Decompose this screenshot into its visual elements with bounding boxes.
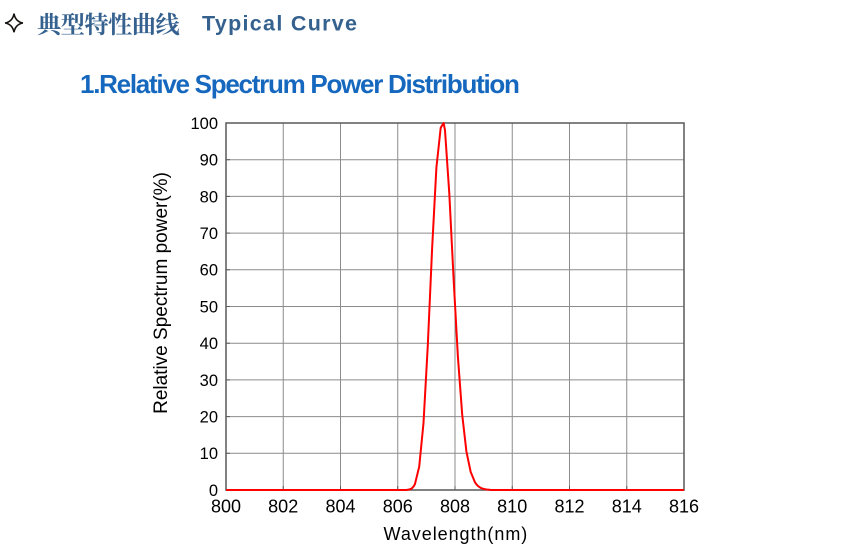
svg-text:50: 50 xyxy=(200,298,218,316)
svg-text:40: 40 xyxy=(200,335,218,353)
svg-text:30: 30 xyxy=(200,372,218,390)
svg-text:802: 802 xyxy=(268,496,298,516)
svg-text:804: 804 xyxy=(325,496,355,516)
svg-text:806: 806 xyxy=(383,496,413,516)
svg-text:10: 10 xyxy=(200,445,218,463)
svg-text:816: 816 xyxy=(669,496,699,516)
svg-text:80: 80 xyxy=(200,188,218,206)
svg-text:70: 70 xyxy=(200,225,218,243)
svg-text:Relative Spectrum power(%): Relative Spectrum power(%) xyxy=(151,172,172,414)
svg-text:20: 20 xyxy=(200,409,218,427)
svg-text:90: 90 xyxy=(200,152,218,170)
svg-text:810: 810 xyxy=(497,496,527,516)
svg-text:60: 60 xyxy=(200,262,218,280)
svg-text:808: 808 xyxy=(440,496,470,516)
svg-text:Typical Curve: Typical Curve xyxy=(202,12,358,36)
svg-text:0: 0 xyxy=(209,482,218,500)
svg-text:814: 814 xyxy=(612,496,642,516)
svg-text:800: 800 xyxy=(211,496,241,516)
svg-text:100: 100 xyxy=(190,115,218,133)
svg-text:Wavelength(nm): Wavelength(nm) xyxy=(384,524,529,544)
svg-text:812: 812 xyxy=(554,496,584,516)
svg-text:1.Relative Spectrum Power Dist: 1.Relative Spectrum Power Distribution xyxy=(80,69,519,99)
